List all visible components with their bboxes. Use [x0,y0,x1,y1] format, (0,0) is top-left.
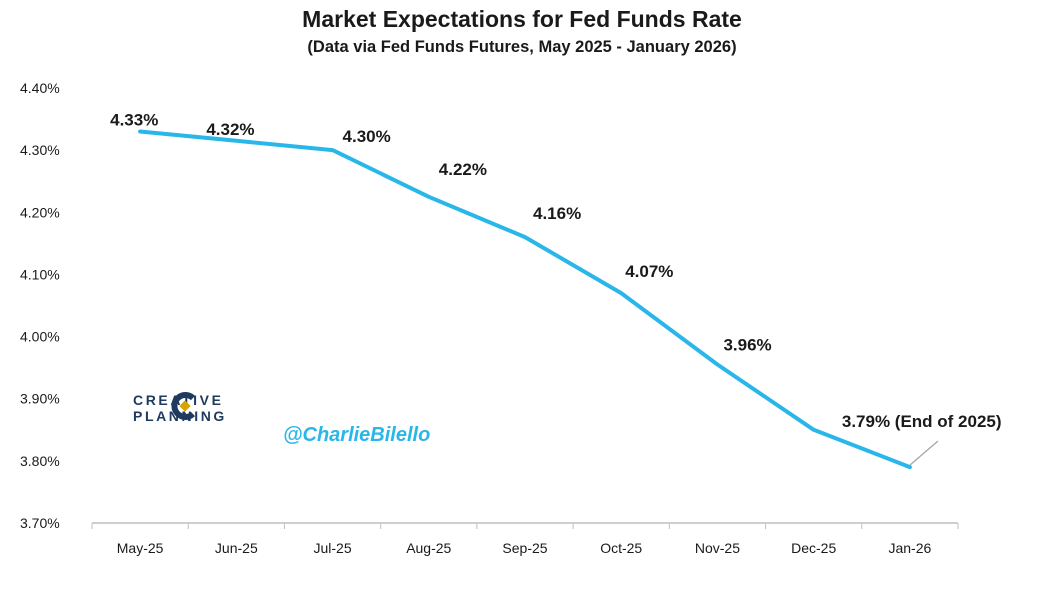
data-label: 4.30% [343,127,391,146]
chart-title: Market Expectations for Fed Funds Rate [302,6,742,32]
x-tick-label: Jun-25 [215,540,258,556]
data-label: 3.96% [723,336,771,355]
y-tick-label: 4.20% [20,204,60,220]
x-tick-label: May-25 [117,540,164,556]
x-tick-label: Aug-25 [406,540,451,556]
twitter-handle: @CharlieBilello [283,424,431,446]
y-tick-label: 4.00% [20,329,60,345]
y-tick-label: 3.90% [20,391,60,407]
data-label: 4.07% [625,262,673,281]
creative-planning-logo: CREATIVE PLANNING [133,392,243,424]
y-tick-label: 4.30% [20,142,60,158]
x-tick-label: Sep-25 [502,540,547,556]
x-tick-label: Oct-25 [600,540,642,556]
y-tick-label: 4.40% [20,80,60,96]
data-label: 4.16% [533,204,581,223]
data-label: 3.79% (End of 2025) [842,412,1002,431]
x-tick-label: Nov-25 [695,540,740,556]
x-tick-label: Dec-25 [791,540,836,556]
chart-subtitle: (Data via Fed Funds Futures, May 2025 - … [307,38,737,56]
series-line [138,129,912,470]
y-tick-label: 4.10% [20,266,60,282]
x-tick-label: Jan-26 [888,540,931,556]
label-leader-line [909,440,939,466]
x-tick-label: Jul-25 [313,540,351,556]
data-label: 4.32% [206,120,254,139]
y-tick-label: 3.70% [20,515,60,531]
y-tick-label: 3.80% [20,453,60,469]
data-label: 4.33% [110,111,158,130]
data-label: 4.22% [439,160,487,179]
creative-planning-logo-icon [171,392,196,420]
